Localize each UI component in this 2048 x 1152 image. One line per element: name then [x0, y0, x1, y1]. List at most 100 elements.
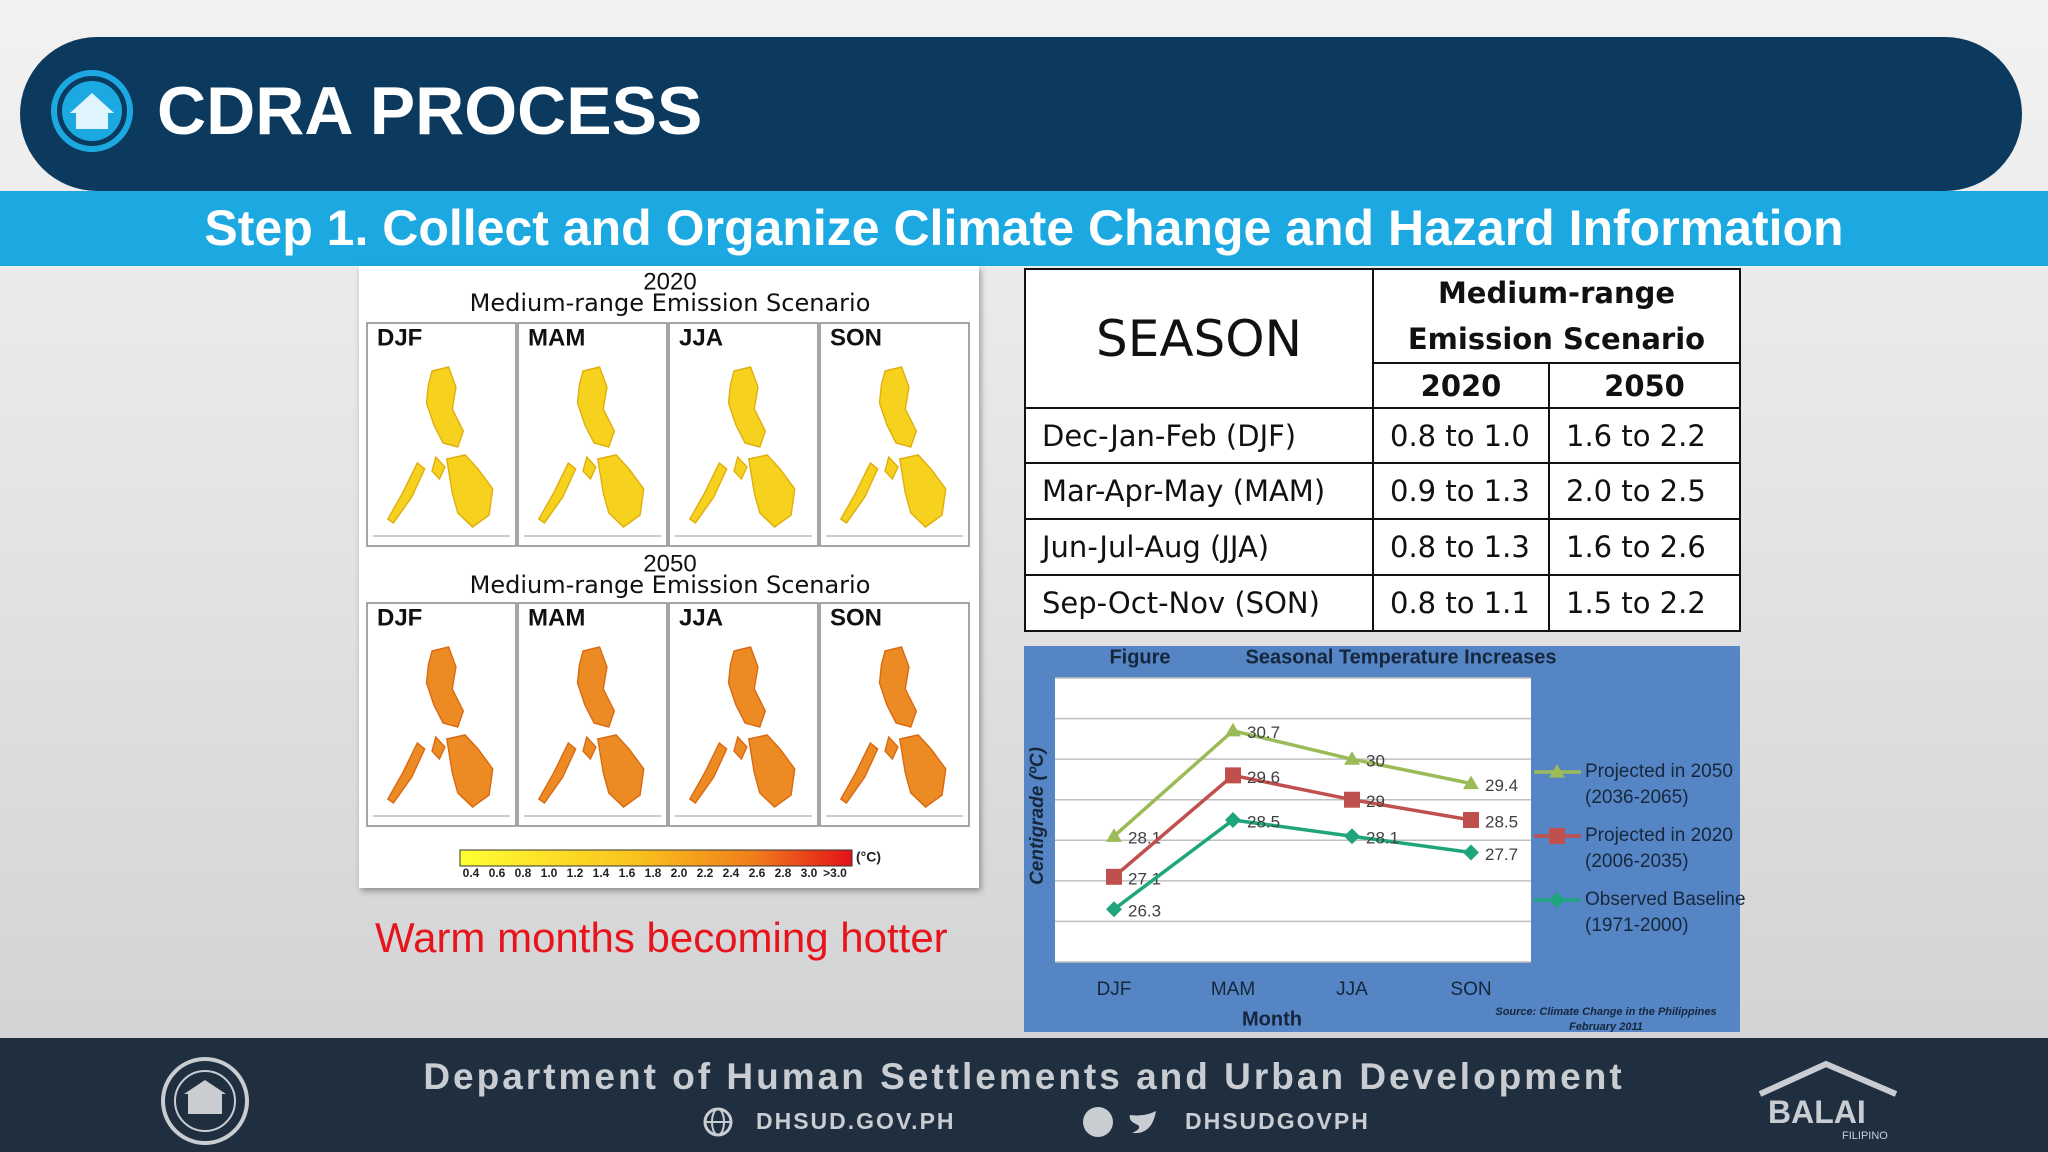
legend-marker [1549, 764, 1565, 778]
marker [1225, 722, 1241, 737]
cell-value: 1.5 to 2.2 [1548, 574, 1741, 632]
marker [1463, 812, 1479, 828]
cell-value: 1.6 to 2.2 [1548, 407, 1741, 464]
colorbar-label: 2.0 [671, 866, 688, 880]
data-label: 28.1 [1128, 829, 1161, 848]
island [733, 734, 796, 808]
panel-label: MAM [528, 604, 585, 631]
map-panel: MAM [517, 602, 668, 827]
philippines-map [537, 366, 645, 528]
website: DHSUD.GOV.PH [756, 1108, 956, 1134]
cell-season: Jun-Jul-Aug (JJA) [1024, 518, 1374, 576]
data-label: 30.7 [1247, 723, 1280, 742]
chart-title: Seasonal Temperature Increases [1246, 646, 1557, 668]
globe-icon [703, 1107, 733, 1137]
season-table: SEASON Medium-range Emission Scenario 20… [1024, 268, 1741, 632]
marker [1344, 751, 1360, 765]
cell-season: Mar-Apr-May (MAM) [1024, 462, 1374, 520]
x-axis-label: Month [1242, 1008, 1302, 1030]
x-tick-label: SON [1450, 979, 1491, 1000]
season-header: SEASON [1024, 268, 1374, 409]
panel-label: SON [830, 604, 882, 631]
cell-season: Sep-Oct-Nov (SON) [1024, 574, 1374, 632]
colorbar-label: 2.2 [697, 866, 714, 880]
table-row: Jun-Jul-Aug (JJA) 0.8 to 1.3 1.6 to 2.6 [1024, 518, 1741, 576]
island [431, 734, 494, 808]
legend-marker [1549, 892, 1565, 908]
island [733, 454, 796, 528]
cell-value: 0.8 to 1.0 [1372, 407, 1550, 464]
island [884, 734, 947, 808]
caption: Warm months becoming hotter [375, 914, 948, 961]
figure-label: Figure [1109, 646, 1170, 668]
island [878, 366, 918, 448]
island [878, 646, 918, 728]
social-handle: DHSUDGOVPH [1185, 1108, 1370, 1134]
series-line [1112, 728, 1472, 838]
map-panel: SON [819, 602, 970, 827]
island [425, 646, 465, 728]
colorbar-label: 1.6 [619, 866, 636, 880]
balai-roof [1758, 1060, 1898, 1097]
map-year: 2050 [643, 550, 696, 577]
header-bar [20, 37, 2022, 191]
cell-value: 2.0 to 2.5 [1548, 462, 1741, 520]
table-row: Sep-Oct-Nov (SON) 0.8 to 1.1 1.5 to 2.2 [1024, 574, 1741, 632]
source-note: Source: Climate Change in the Philippine… [1495, 1006, 1716, 1018]
logo-sub: FILIPINO [1842, 1130, 1888, 1142]
island [425, 366, 465, 448]
philippines-map [688, 366, 796, 528]
cell-value: 1.6 to 2.6 [1548, 518, 1741, 576]
cell-value: 0.9 to 1.3 [1372, 462, 1550, 520]
island [537, 741, 577, 805]
map-scenario: Medium-range Emission Scenario [470, 571, 871, 599]
x-tick-label: MAM [1211, 979, 1255, 1000]
legend-entry: Projected in 2020 (2006-2035) [1585, 825, 1733, 872]
island [386, 461, 426, 525]
series-line [1112, 818, 1472, 911]
home-icon [51, 70, 133, 152]
island [688, 461, 728, 525]
cell-value: 0.8 to 1.1 [1372, 574, 1550, 632]
colorbar-label: 1.4 [593, 866, 610, 880]
colorbar-label: 0.4 [463, 866, 480, 880]
philippines-map [688, 646, 796, 808]
data-label: 28.5 [1485, 812, 1518, 831]
department: Department of Human Settlements and Urba… [423, 1056, 1625, 1097]
colorbar-label: >3.0 [823, 866, 847, 880]
legend-entry: Projected in 2050 (2036-2065) [1585, 761, 1733, 808]
data-label: 29 [1366, 792, 1385, 811]
data-label: 29.4 [1485, 776, 1518, 795]
philippines-map [537, 646, 645, 808]
map-panel: SON [819, 322, 970, 547]
year-header: 2020 [1372, 362, 1550, 409]
island [431, 454, 494, 528]
marker [1463, 844, 1479, 861]
series-line [1112, 773, 1472, 879]
cell-season: Dec-Jan-Feb (DJF) [1024, 407, 1374, 464]
year-header: 2050 [1548, 362, 1741, 409]
colorbar-label: 2.8 [775, 866, 792, 880]
title: CDRA PROCESS [157, 73, 703, 149]
colorbar-label: 2.6 [749, 866, 766, 880]
marker [1344, 791, 1360, 808]
island [884, 454, 947, 528]
island [839, 741, 879, 805]
colorbar-label: 1.2 [567, 866, 584, 880]
y-axis-label: Centigrade (ºC) [1027, 747, 1048, 885]
island [576, 646, 616, 728]
island [839, 461, 879, 525]
x-tick-label: DJF [1097, 979, 1132, 1000]
legend-entry: Observed Baseline (1971-2000) [1585, 889, 1746, 936]
philippines-map [386, 646, 494, 808]
data-label: 28.5 [1247, 812, 1280, 831]
panel-label: JJA [679, 324, 723, 351]
marker [1106, 901, 1122, 918]
panel-label: SON [830, 324, 882, 351]
colorbar-label: 1.8 [645, 866, 662, 880]
island [727, 366, 767, 448]
x-tick-label: JJA [1336, 979, 1368, 1000]
island [537, 461, 577, 525]
footer: Department of Human Settlements and Urba… [0, 1038, 2048, 1152]
data-label: 30 [1366, 752, 1385, 771]
